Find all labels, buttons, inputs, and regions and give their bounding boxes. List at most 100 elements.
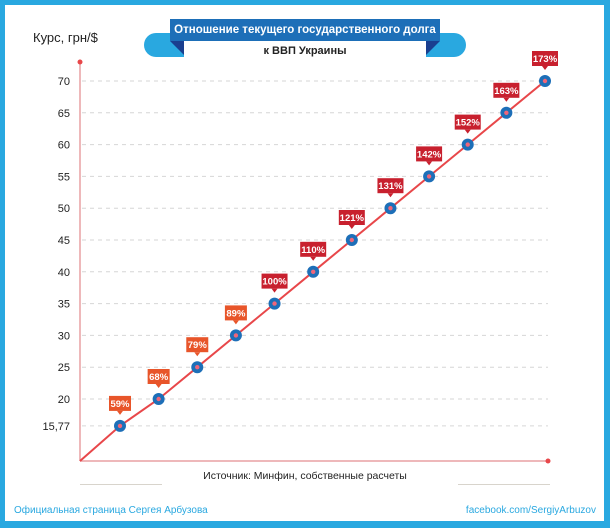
point-center — [272, 301, 277, 306]
data-point — [461, 138, 474, 151]
footer-link[interactable]: facebook.com/SergiyArbuzov — [465, 505, 596, 516]
data-label: 79% — [186, 337, 209, 357]
point-center — [310, 269, 316, 274]
point-center — [117, 423, 123, 429]
data-label: 131% — [377, 178, 404, 198]
footer-author[interactable]: Официальная страница Сергея Арбузова — [14, 505, 208, 516]
data-point — [423, 170, 436, 183]
data-label-text: 79% — [188, 340, 208, 351]
data-label-text: 173% — [533, 54, 558, 65]
y-tick-label: 20 — [58, 394, 70, 406]
point-center — [195, 365, 200, 370]
data-label-text: 163% — [494, 86, 519, 97]
point-center — [426, 174, 432, 179]
x-axis-end-dot — [545, 458, 551, 464]
data-label-box — [493, 82, 520, 98]
source-divider-left — [80, 484, 162, 485]
y-axis-end-dot — [77, 59, 83, 65]
data-point — [307, 265, 320, 278]
data-label: 110% — [300, 241, 327, 261]
data-label-pointer — [387, 193, 394, 198]
source-divider-right — [458, 484, 550, 485]
data-point — [500, 106, 513, 119]
data-label-text: 121% — [340, 213, 365, 224]
y-tick-label: 65 — [58, 108, 70, 120]
data-label-text: 131% — [378, 181, 403, 192]
data-label-pointer — [117, 410, 123, 415]
data-label-pointer — [194, 352, 201, 357]
data-label-pointer — [348, 225, 355, 229]
data-label-text: 59% — [110, 399, 130, 410]
point-center — [388, 206, 393, 211]
chart-subtitle: к ВВП Украины — [184, 41, 426, 61]
data-point — [268, 297, 281, 310]
y-tick-labels: 15,77 20 25 30 35 40 45 50 55 60 65 70 — [42, 76, 70, 433]
data-label-box — [532, 51, 558, 66]
y-tick-label: 50 — [58, 203, 70, 215]
data-label-text: 110% — [301, 245, 325, 256]
data-label-text: 152% — [456, 118, 481, 129]
data-label: 152% — [454, 114, 481, 134]
data-label-text: 100% — [262, 277, 287, 288]
data-point — [345, 234, 358, 246]
banner-fold-left — [170, 41, 184, 55]
data-label-text: 89% — [226, 308, 246, 319]
data-label-pointer — [503, 97, 510, 102]
data-label-box — [416, 146, 443, 162]
chart-title: Отношение текущего государственного долг… — [170, 19, 440, 41]
point-center — [542, 78, 548, 84]
data-label: 59% — [109, 395, 131, 415]
data-point — [114, 419, 126, 432]
point-center — [233, 333, 239, 338]
y-tick-label: 35 — [58, 299, 70, 311]
y-tick-label: 15,77 — [42, 421, 70, 433]
data-label-pointer — [271, 288, 278, 293]
point-center — [349, 237, 355, 243]
point-center — [156, 396, 161, 402]
point-center — [504, 110, 509, 116]
data-point — [152, 393, 165, 405]
data-label: 173% — [532, 51, 558, 70]
data-label-pointer — [155, 384, 162, 388]
data-label-box — [338, 210, 365, 225]
y-axis-label: Курс, грн/$ — [33, 30, 98, 45]
data-label-text: 68% — [149, 372, 169, 383]
data-label: 121% — [338, 210, 365, 229]
data-label-box — [109, 395, 131, 411]
data-label-text: 142% — [417, 149, 442, 160]
source-note: Источник: Минфин, собственные расчеты — [203, 470, 407, 482]
y-tick-label: 25 — [58, 362, 70, 374]
y-tick-label: 60 — [58, 140, 70, 152]
y-tick-label: 40 — [58, 267, 70, 279]
data-label-pointer — [310, 256, 317, 261]
data-label: 163% — [493, 82, 520, 102]
y-tick-label: 55 — [58, 171, 70, 183]
data-points — [114, 75, 551, 432]
data-label-box — [300, 241, 327, 257]
data-point — [229, 329, 242, 342]
data-point — [191, 361, 204, 374]
data-label-box — [224, 305, 247, 321]
banner-fold-right — [426, 41, 440, 55]
data-labels: 59% 68% 79% 89% 100% 110% 121% 131% 142% 152% 163%… — [109, 51, 558, 415]
data-label: 68% — [147, 369, 170, 388]
data-label-box — [377, 178, 404, 194]
data-label-pointer — [232, 320, 239, 325]
data-label: 142% — [416, 146, 443, 166]
data-label-box — [454, 114, 481, 130]
data-label-pointer — [542, 66, 548, 70]
data-label-box — [186, 337, 209, 353]
data-label: 89% — [224, 305, 247, 325]
data-label-pointer — [426, 161, 433, 166]
y-tick-label: 45 — [58, 235, 70, 247]
data-label-box — [261, 273, 288, 289]
data-label-pointer — [464, 129, 471, 134]
data-point — [384, 202, 397, 215]
y-tick-label: 70 — [58, 76, 70, 88]
point-center — [465, 142, 470, 147]
data-label: 100% — [261, 273, 288, 293]
y-tick-label: 30 — [58, 330, 70, 342]
data-point — [539, 75, 551, 87]
data-label-box — [147, 369, 170, 384]
